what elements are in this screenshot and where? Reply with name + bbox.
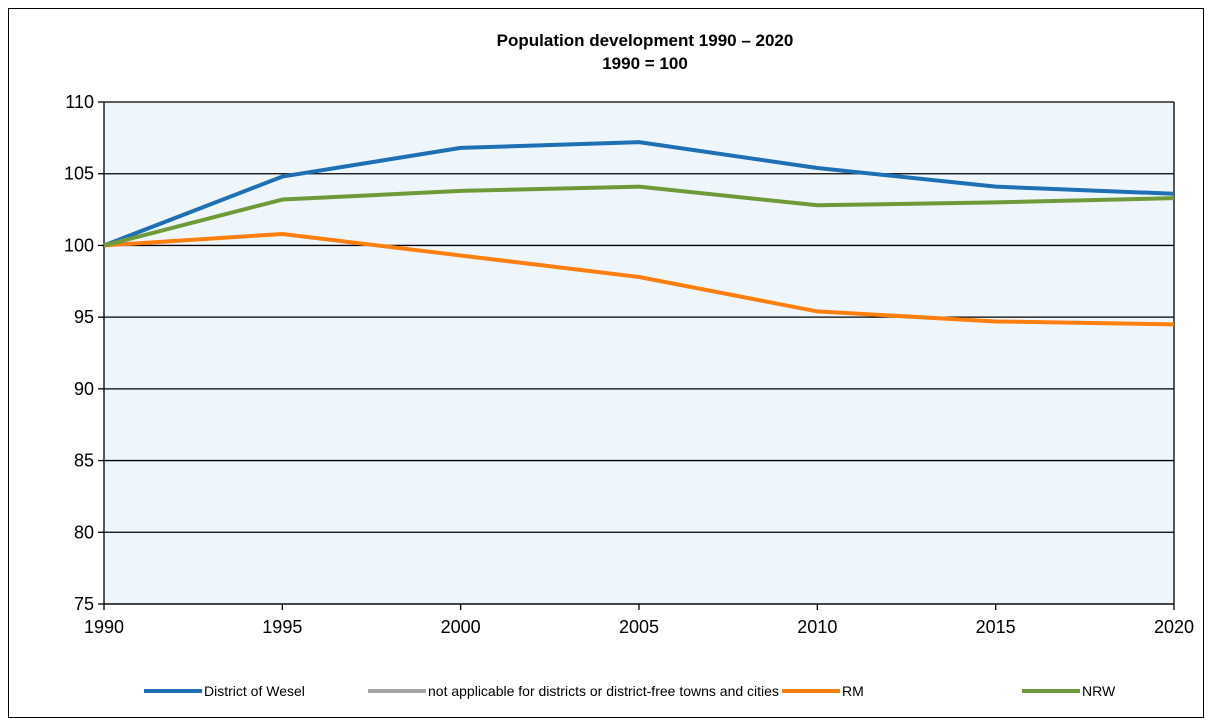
legend-label-nrw: NRW <box>1082 683 1116 699</box>
series-line-rm <box>103 231 1175 327</box>
x-tick-label: 2005 <box>619 617 659 637</box>
x-tick-label: 1995 <box>262 617 302 637</box>
x-tick-label: 1990 <box>84 617 124 637</box>
plot-area <box>104 102 1174 604</box>
y-tick-label: 105 <box>64 164 94 184</box>
x-tick-label: 2015 <box>976 617 1016 637</box>
y-tick-label: 95 <box>74 307 94 327</box>
chart-title: Population development 1990 – 2020 <box>497 31 794 50</box>
legend-label-district-of-wesel: District of Wesel <box>204 683 305 699</box>
x-tick-label: 2000 <box>441 617 481 637</box>
y-tick-label: 80 <box>74 522 94 542</box>
legend-label-not-applicable-for-districts-or-district-free-towns-and-cities: not applicable for districts or district… <box>428 683 779 699</box>
y-tick-label: 110 <box>65 92 94 112</box>
chart-subtitle: 1990 = 100 <box>602 54 688 73</box>
y-tick-label: 100 <box>64 235 94 255</box>
x-tick-label: 2010 <box>797 617 837 637</box>
x-tick-label: 2020 <box>1154 617 1194 637</box>
y-tick-label: 85 <box>74 451 94 471</box>
y-tick-label: 90 <box>74 379 94 399</box>
y-tick-label: 75 <box>74 594 94 614</box>
legend-label-rm: RM <box>842 683 864 699</box>
series-line-district-of-wesel <box>103 140 1175 248</box>
series-line-nrw <box>103 184 1175 248</box>
